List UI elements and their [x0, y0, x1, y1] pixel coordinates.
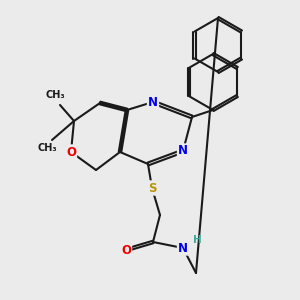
Text: N: N: [148, 95, 158, 109]
Text: S: S: [148, 182, 156, 194]
Text: CH₃: CH₃: [45, 90, 65, 100]
Text: N: N: [178, 145, 188, 158]
Text: N: N: [178, 242, 188, 254]
Text: H: H: [193, 235, 201, 245]
Text: O: O: [66, 146, 76, 158]
Text: CH₃: CH₃: [37, 143, 57, 153]
Text: O: O: [121, 244, 131, 256]
